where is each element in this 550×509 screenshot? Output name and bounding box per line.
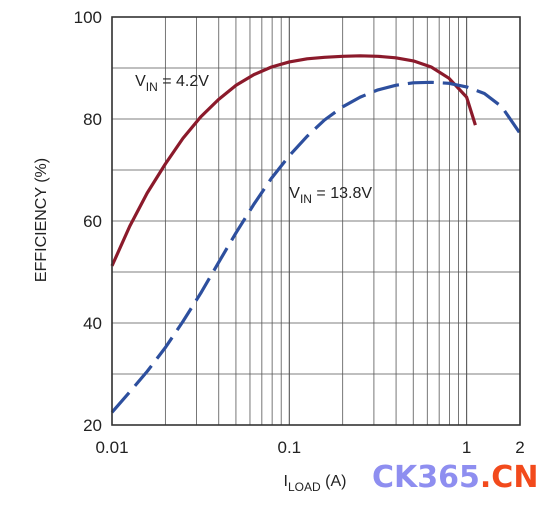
x-axis-label-sub: LOAD <box>288 480 321 494</box>
grid <box>111 17 521 425</box>
x-axis-label: ILOAD (A) <box>284 473 347 494</box>
y-tick-label: 20 <box>83 416 102 435</box>
x-axis-label-rest: (A) <box>321 473 347 490</box>
series-layer <box>110 54 522 414</box>
series-label-vin-4-2v: VIN = 4.2V <box>135 73 209 94</box>
tick-labels: 0.01 0.1 1 2 20 40 60 80 100 <box>74 8 525 457</box>
series-label-vin-13-8v: VIN = 13.8V <box>289 185 372 206</box>
y-tick-label: 80 <box>83 110 102 129</box>
y-tick-label: 40 <box>83 314 102 333</box>
x-tick-label: 1 <box>462 438 471 457</box>
y-tick-label: 100 <box>74 8 102 27</box>
x-tick-label: 2 <box>515 438 524 457</box>
x-tick-label: 0.01 <box>95 438 128 457</box>
x-tick-label: 0.1 <box>277 438 301 457</box>
y-tick-label: 60 <box>83 212 102 231</box>
x-axis-label-main: I <box>284 473 288 490</box>
plot-frame <box>111 16 521 426</box>
series-line-0 <box>110 54 477 267</box>
series-line-1 <box>110 80 522 414</box>
watermark-logo: CK365.CN <box>372 460 538 495</box>
y-axis-label: EFFICIENCY (%) <box>33 158 50 282</box>
